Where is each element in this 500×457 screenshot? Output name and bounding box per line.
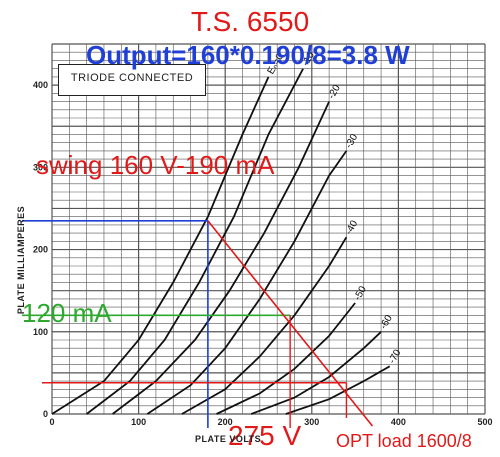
opt-load-annotation: OPT load 1600/8 — [336, 431, 472, 451]
current-120ma-annotation: 120 mA — [22, 298, 112, 328]
operating-point-markers — [22, 219, 374, 428]
x-tick-label: 400 — [391, 417, 406, 427]
y-tick-label: 0 — [43, 409, 48, 419]
load-line — [207, 220, 374, 427]
y-tick-label: 100 — [33, 327, 48, 337]
chart-title: T.S. 6550 — [190, 6, 310, 37]
grid — [51, 43, 486, 415]
y-axis-label: PLATE MILLIAMPERES — [16, 205, 26, 315]
y-tick-label: 400 — [33, 80, 48, 90]
swing-annotation: swing 160 V-190 mA — [36, 150, 275, 180]
series-curve — [216, 302, 356, 415]
series-label: -70 — [387, 347, 404, 365]
series-curve — [250, 331, 382, 415]
series-label: -30 — [344, 132, 361, 150]
x-tick-label: 100 — [131, 417, 146, 427]
series-curve — [146, 150, 348, 415]
series-curve — [181, 236, 348, 415]
y-tick-label: 300 — [33, 162, 48, 172]
triode-connected-box: TRIODE CONNECTED — [58, 64, 206, 96]
series-curve — [51, 76, 270, 415]
series-label: -60 — [378, 313, 395, 331]
triode-connected-label: TRIODE CONNECTED — [70, 72, 194, 84]
x-tick-label: 500 — [477, 417, 492, 427]
plate-curves: Eₙ=0 -10-20-30-40-50-60-70 — [51, 50, 404, 415]
series-curve — [86, 68, 304, 415]
series-curve — [112, 101, 330, 415]
x-axis-label: PLATE VOLTS — [195, 434, 262, 444]
series-label: -50 — [352, 284, 369, 302]
x-tick-label: 200 — [218, 417, 233, 427]
voltage-275v-annotation: 275 V — [228, 420, 302, 451]
output-formula: Output=160*0.190/8=3.8 W — [86, 40, 410, 70]
x-tick-label: 300 — [304, 417, 319, 427]
x-tick-label: 0 — [49, 417, 54, 427]
series-label: -40 — [344, 218, 361, 236]
y-tick-label: 200 — [33, 245, 48, 255]
tick-labels: 0 100 200 300 400 500 0 100 200 300 400 — [33, 80, 493, 427]
